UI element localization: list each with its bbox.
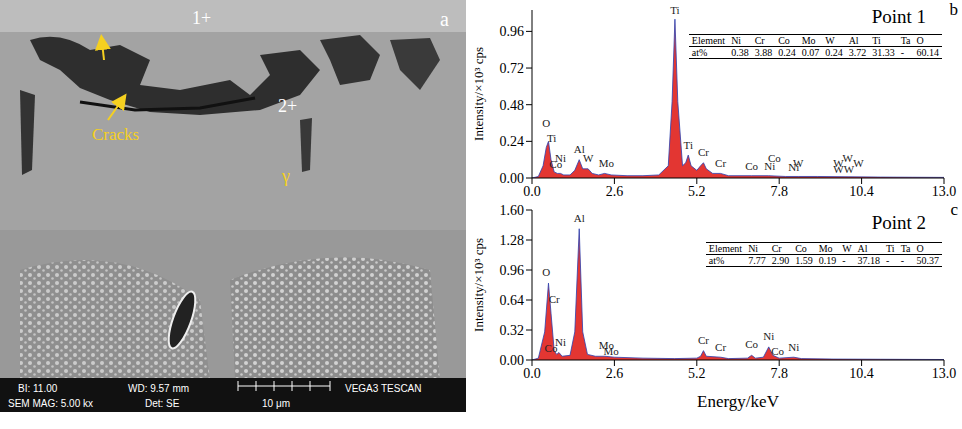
svg-text:1.60: 1.60 <box>500 203 525 218</box>
svg-text:0.48: 0.48 <box>500 98 525 113</box>
svg-text:7.8: 7.8 <box>770 366 788 381</box>
svg-text:W: W <box>833 163 844 175</box>
svg-text:SEM MAG: 5.00 kx: SEM MAG: 5.00 kx <box>8 398 93 409</box>
svg-text:W: W <box>583 152 594 164</box>
svg-text:Cr: Cr <box>549 293 560 305</box>
svg-text:0.96: 0.96 <box>500 263 525 278</box>
svg-text:0.96: 0.96 <box>500 24 525 39</box>
svg-text:Intensity/×10³ cps: Intensity/×10³ cps <box>471 47 486 141</box>
svg-text:Cr: Cr <box>715 157 726 169</box>
svg-text:Co: Co <box>549 158 562 170</box>
svg-text:VEGA3 TESCAN: VEGA3 TESCAN <box>345 383 422 394</box>
svg-text:Ni: Ni <box>764 160 775 172</box>
svg-text:Al: Al <box>574 212 585 224</box>
svg-text:Det: SE: Det: SE <box>145 398 180 409</box>
svg-text:W: W <box>853 157 864 169</box>
svg-text:Co: Co <box>745 338 758 350</box>
svg-text:13.0: 13.0 <box>932 366 957 381</box>
svg-text:0.24: 0.24 <box>500 134 525 149</box>
svg-text:0.00: 0.00 <box>500 171 525 186</box>
svg-text:Mo: Mo <box>604 345 620 357</box>
svg-text:2+: 2+ <box>278 96 297 116</box>
svg-text:a: a <box>440 8 449 30</box>
svg-text:2.6: 2.6 <box>606 184 624 199</box>
svg-text:Ti: Ti <box>684 139 693 151</box>
svg-text:5.2: 5.2 <box>688 184 706 199</box>
svg-text:Ni: Ni <box>788 341 799 353</box>
svg-text:Mo: Mo <box>599 157 615 169</box>
svg-text:BI: 11.00: BI: 11.00 <box>18 383 58 394</box>
svg-text:0.32: 0.32 <box>500 323 525 338</box>
svg-text:Ti: Ti <box>670 4 679 16</box>
svg-text:W: W <box>844 163 855 175</box>
svg-text:0.0: 0.0 <box>523 184 541 199</box>
svg-text:10.4: 10.4 <box>849 366 874 381</box>
svg-text:10.4: 10.4 <box>849 184 874 199</box>
svg-text:Cr: Cr <box>715 341 726 353</box>
svg-text:Ni: Ni <box>763 330 774 342</box>
svg-text:O: O <box>542 117 550 129</box>
svg-text:10 μm: 10 μm <box>262 398 290 409</box>
svg-text:Cr: Cr <box>698 146 709 158</box>
svg-text:2.6: 2.6 <box>606 366 624 381</box>
svg-text:5.2: 5.2 <box>688 366 706 381</box>
svg-text:0.64: 0.64 <box>500 293 525 308</box>
svg-text:WD: 9.57 mm: WD: 9.57 mm <box>128 383 189 394</box>
svg-text:Ti: Ti <box>547 132 556 144</box>
svg-text:1+: 1+ <box>192 8 211 28</box>
svg-text:1.28: 1.28 <box>500 233 525 248</box>
svg-text:Co: Co <box>771 345 784 357</box>
svg-text:0.00: 0.00 <box>500 353 525 368</box>
svg-text:0.0: 0.0 <box>523 366 541 381</box>
svg-text:Cr: Cr <box>698 334 709 346</box>
svg-text:Cracks: Cracks <box>92 125 139 144</box>
svg-text:O: O <box>542 266 550 278</box>
svg-text:13.0: 13.0 <box>932 184 957 199</box>
svg-text:Ni: Ni <box>788 161 799 173</box>
svg-text:Co: Co <box>745 160 758 172</box>
svg-text:γ: γ <box>281 166 290 186</box>
svg-text:Intensity/×10³ cps: Intensity/×10³ cps <box>471 238 486 332</box>
svg-text:7.8: 7.8 <box>770 184 788 199</box>
svg-text:Co: Co <box>545 342 558 354</box>
svg-text:0.72: 0.72 <box>500 61 525 76</box>
